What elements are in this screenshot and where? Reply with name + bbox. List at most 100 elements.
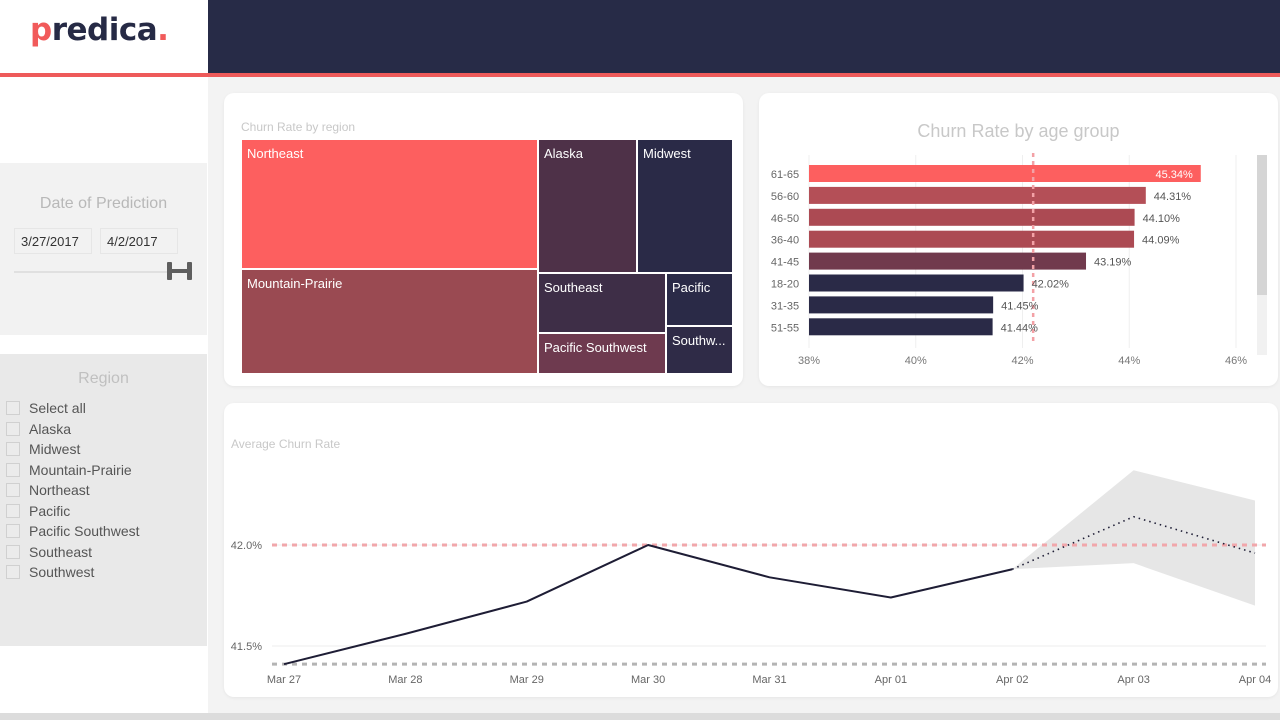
data-label: 42.02% — [1032, 279, 1070, 291]
region-item-select-all[interactable]: Select all — [6, 398, 140, 419]
treemap-tile-northeast[interactable]: Northeast — [242, 140, 537, 268]
data-label: 43.19% — [1094, 257, 1132, 269]
y-category-label: 36-40 — [771, 235, 799, 247]
data-label: 41.44% — [1001, 322, 1039, 334]
checkbox[interactable] — [6, 421, 20, 436]
checkbox[interactable] — [6, 401, 20, 416]
x-tick-label: Apr 04 — [1239, 674, 1271, 686]
logo-dot: . — [157, 12, 169, 48]
data-label: 44.10% — [1143, 213, 1181, 225]
predica-logo: predica. — [30, 12, 169, 48]
y-category-label: 18-20 — [771, 279, 799, 291]
y-category-label: 41-45 — [771, 257, 799, 269]
region-item-pacific-southwest[interactable]: Pacific Southwest — [6, 521, 140, 542]
treemap-tile-southeast[interactable]: Southeast — [539, 274, 665, 332]
bar-56-60 — [809, 186, 1146, 204]
y-category-label: 61-65 — [771, 169, 799, 181]
bar-18-20 — [809, 274, 1024, 292]
y-category-label: 56-60 — [771, 191, 799, 203]
x-tick-label: 44% — [1118, 355, 1140, 367]
y-tick-label: 42.0% — [231, 540, 262, 552]
bar-51-55 — [809, 318, 993, 336]
x-tick-label: 42% — [1011, 355, 1033, 367]
forecast-confidence-band — [1012, 470, 1255, 606]
treemap-tile-alaska[interactable]: Alaska — [539, 140, 636, 272]
region-label: Select all — [29, 400, 86, 417]
region-label: Southwest — [29, 564, 95, 581]
x-tick-label: Mar 31 — [752, 674, 786, 686]
bar-46-50 — [809, 208, 1135, 226]
data-label: 45.34% — [1155, 169, 1193, 181]
data-label: 41.45% — [1001, 300, 1039, 312]
y-category-label: 46-50 — [771, 213, 799, 225]
checkbox[interactable] — [6, 462, 20, 477]
x-tick-label: Mar 30 — [631, 674, 665, 686]
treemap-tile-southwest[interactable]: Southw... — [667, 327, 732, 373]
data-label: 44.31% — [1154, 191, 1192, 203]
checkbox[interactable] — [6, 442, 20, 457]
region-item-southeast[interactable]: Southeast — [6, 542, 140, 563]
checkbox[interactable] — [6, 524, 20, 539]
region-filter-title: Region — [78, 370, 129, 387]
y-tick-label: 41.5% — [231, 641, 262, 653]
treemap-tile-pacific[interactable]: Pacific — [667, 274, 732, 325]
data-label: 44.09% — [1142, 235, 1180, 247]
date-filter-title: Date of Prediction — [39, 195, 168, 212]
region-label: Southeast — [29, 543, 93, 560]
header-accent-line — [0, 73, 1280, 77]
y-category-label: 31-35 — [771, 300, 799, 312]
region-item-midwest[interactable]: Midwest — [6, 439, 140, 460]
forecast-series-line — [1011, 515, 1256, 570]
treemap-tile-midwest[interactable]: Midwest — [638, 140, 732, 272]
region-list: Select all Alaska Midwest Mountain-Prair… — [6, 398, 140, 583]
checkbox[interactable] — [6, 503, 20, 518]
region-filter-panel — [0, 354, 207, 646]
date-slider-track[interactable] — [14, 271, 174, 273]
treemap-tile-pacific-southwest[interactable]: Pacific Southwest — [539, 334, 665, 373]
x-tick-label: 40% — [905, 355, 927, 367]
region-label: Pacific Southwest — [29, 523, 140, 540]
x-tick-label: Mar 28 — [388, 674, 422, 686]
date-slider-handle[interactable] — [167, 262, 192, 280]
x-tick-label: Apr 01 — [875, 674, 907, 686]
checkbox[interactable] — [6, 544, 20, 559]
start-date-input[interactable]: 3/27/2017 — [14, 228, 92, 254]
bottom-bar — [0, 713, 1280, 720]
checkbox[interactable] — [6, 483, 20, 498]
x-tick-label: Apr 02 — [996, 674, 1028, 686]
bar-36-40 — [809, 230, 1135, 248]
region-item-alaska[interactable]: Alaska — [6, 419, 140, 440]
x-tick-label: 38% — [798, 355, 820, 367]
region-label: Midwest — [29, 441, 81, 458]
bar-chart-scrollbar[interactable] — [1257, 155, 1267, 355]
region-label: Mountain-Prairie — [29, 461, 132, 478]
slider-handle-left-bar — [167, 262, 172, 280]
slider-handle-right-bar — [187, 262, 192, 280]
line-chart-title: Average Churn Rate — [231, 437, 341, 451]
age-group-chart-title: Churn Rate by age group — [917, 121, 1120, 141]
x-tick-label: Mar 27 — [267, 674, 301, 686]
bar-61-65 — [809, 165, 1201, 182]
region-item-northeast[interactable]: Northeast — [6, 480, 140, 501]
end-date-input[interactable]: 4/2/2017 — [100, 228, 178, 254]
region-item-mountain-prairie[interactable]: Mountain-Prairie — [6, 460, 140, 481]
logo-letter-p: p — [30, 12, 52, 48]
bar-41-45 — [809, 252, 1087, 270]
treemap-tile-mountain-prairie[interactable]: Mountain-Prairie — [242, 270, 537, 373]
actual-series-line — [283, 544, 1013, 666]
region-label: Alaska — [29, 420, 72, 437]
header-band — [208, 0, 1280, 73]
slider-handle-connector — [170, 269, 189, 273]
region-label: Northeast — [29, 482, 90, 499]
region-item-pacific[interactable]: Pacific — [6, 501, 140, 522]
bar-31-35 — [809, 296, 994, 314]
logo-area: predica. — [0, 0, 208, 73]
region-item-southwest[interactable]: Southwest — [6, 562, 140, 583]
x-tick-label: Mar 29 — [510, 674, 544, 686]
scrollbar-thumb[interactable] — [1257, 155, 1267, 295]
x-tick-label: Apr 03 — [1117, 674, 1149, 686]
checkbox[interactable] — [6, 565, 20, 580]
x-tick-label: 46% — [1225, 355, 1247, 367]
